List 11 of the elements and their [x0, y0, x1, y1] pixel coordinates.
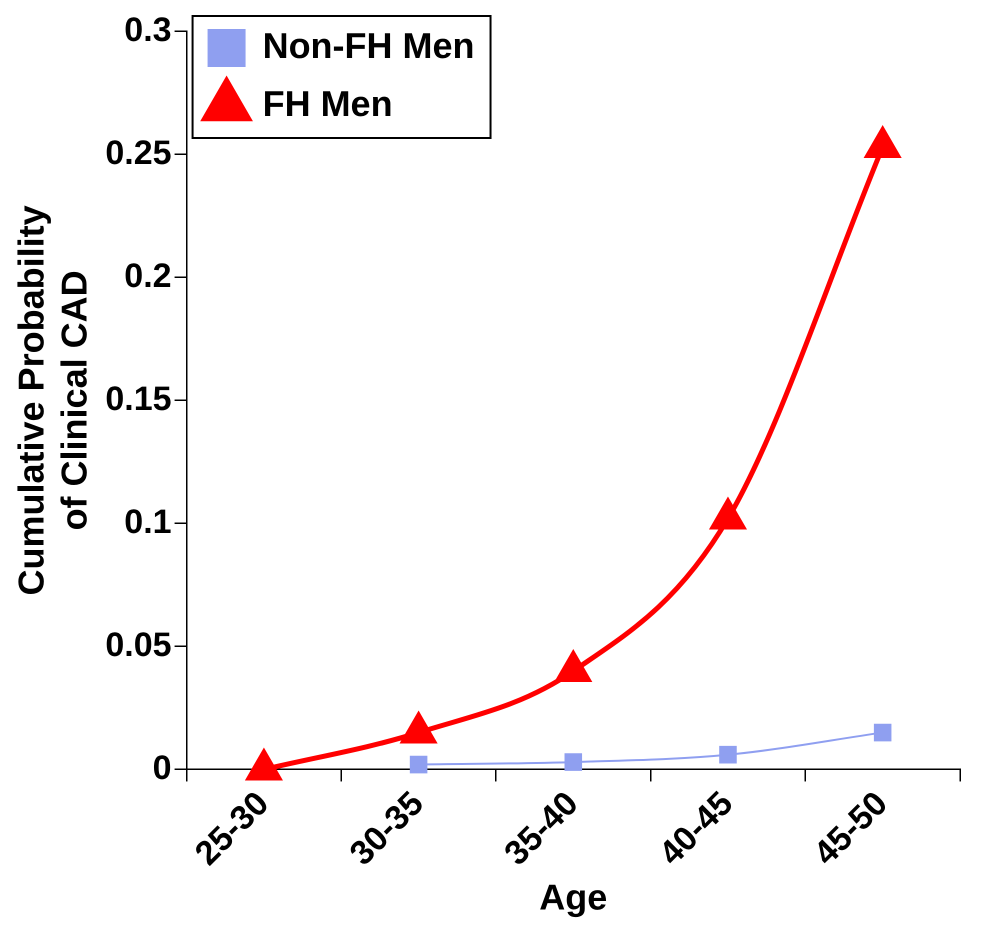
y-tick-label: 0.2	[124, 256, 172, 295]
x-axis-title: Age	[539, 876, 608, 918]
y-tick-label: 0.1	[124, 502, 172, 541]
y-tick-label: 0.15	[105, 380, 172, 418]
y-tick-label: 0.25	[105, 134, 172, 172]
y-tick-label: 0	[152, 748, 172, 787]
y-tick-label: 0.05	[105, 626, 172, 664]
legend-label: Non-FH Men	[262, 24, 475, 66]
y-axis-title: Cumulative Probability of Clinical CAD	[10, 205, 95, 596]
legend-label: FH Men	[262, 82, 393, 124]
y-tick-label: 0.3	[124, 10, 172, 49]
